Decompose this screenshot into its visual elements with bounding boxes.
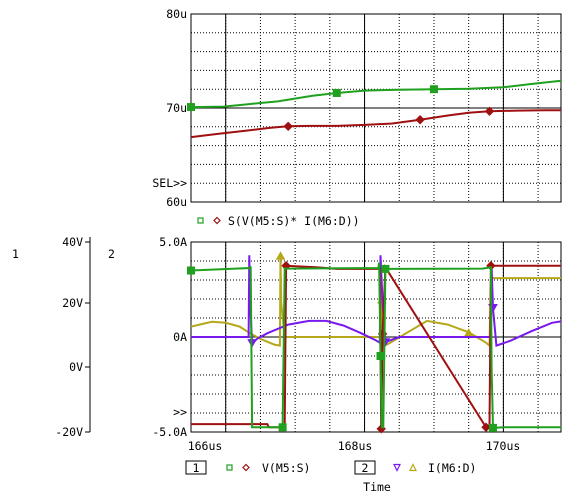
series-bot-green-square-marker: [187, 266, 195, 275]
top-legend-text: S(V(M5:S)* I(M6:D)): [228, 214, 360, 228]
top-ytick-60u: 60u: [166, 195, 187, 209]
axis1-label: 1: [12, 247, 19, 261]
bottom-legend: 1 V(M5:S) 2 I(M6:D) Time: [185, 460, 476, 494]
series-bot-green-square-marker: [376, 352, 385, 360]
top-ytick-70u: 70u: [166, 101, 187, 115]
top-ytick-80u: 80u: [166, 7, 187, 21]
legend-diamond-marker-icon: [242, 463, 250, 472]
series-line-bot-green: [190, 262, 561, 429]
series-top-red-diamond-marker: [283, 121, 293, 132]
series-bot-green-square-marker: [278, 423, 287, 432]
legend-group1-number: 1: [193, 461, 200, 475]
legend-group1-text: V(M5:S): [262, 461, 310, 475]
axis2-ytick-0a: 0A: [173, 330, 187, 344]
series-top-red-diamond-marker: [415, 115, 425, 125]
legend-diamond-marker-icon: [213, 216, 221, 225]
axis2-ytick-m5a: -5.0A: [152, 425, 187, 439]
series-top-red-diamond-marker: [484, 106, 495, 116]
bottom-plot-series: [187, 251, 562, 434]
series-bot-green-square-marker: [488, 423, 497, 432]
series-top-green-square-marker: [187, 103, 195, 112]
bottom-plot: 1 40V 20V 0V -20V 2 5.0A 0A -5.0A >> 166…: [12, 235, 562, 453]
axis1-ytick-0v: 0V: [69, 360, 83, 374]
series-line-top-red: [190, 109, 561, 139]
legend-triangle-down-icon: [393, 463, 401, 472]
legend-group2-number: 2: [362, 461, 369, 475]
axis1-ytick-20v: 20V: [62, 296, 83, 310]
top-legend: S(V(M5:S)* I(M6:D)): [197, 214, 360, 228]
series-top-green-square-marker: [332, 88, 341, 97]
top-plot-grid: [191, 14, 561, 202]
series-top-green-square-marker: [429, 85, 438, 94]
x-axis-title: Time: [363, 480, 391, 494]
legend-square-marker-icon: [226, 464, 233, 471]
xtick-170us: 170us: [486, 439, 521, 453]
legend-triangle-up-icon: [409, 463, 417, 472]
series-bot-green-square-marker: [381, 264, 390, 273]
xtick-166us: 166us: [188, 439, 223, 453]
legend-group2-box[interactable]: [354, 460, 376, 475]
legend-group1-box[interactable]: [185, 460, 207, 475]
top-plot: 80u 70u 60u SEL>>: [152, 7, 562, 209]
axis2-ytick-5a: 5.0A: [159, 235, 187, 249]
series-bot-red-diamond-marker: [481, 422, 491, 432]
legend-square-marker-icon: [197, 217, 204, 224]
series-line-top-green: [190, 79, 562, 109]
series-line-bot-red: [191, 264, 561, 429]
top-plot-series: [187, 79, 562, 139]
top-sel-marker[interactable]: SEL>>: [152, 176, 187, 190]
bottom-sel-marker[interactable]: >>: [173, 405, 187, 419]
xtick-168us: 168us: [338, 439, 373, 453]
legend-group2-text: I(M6:D): [428, 461, 476, 475]
series-bot-olive-triangle-up-marker: [275, 251, 286, 260]
axis1-ytick-40v: 40V: [62, 235, 83, 249]
axis2-label: 2: [108, 247, 115, 261]
axis1-ytick-m20v: -20V: [55, 425, 83, 439]
